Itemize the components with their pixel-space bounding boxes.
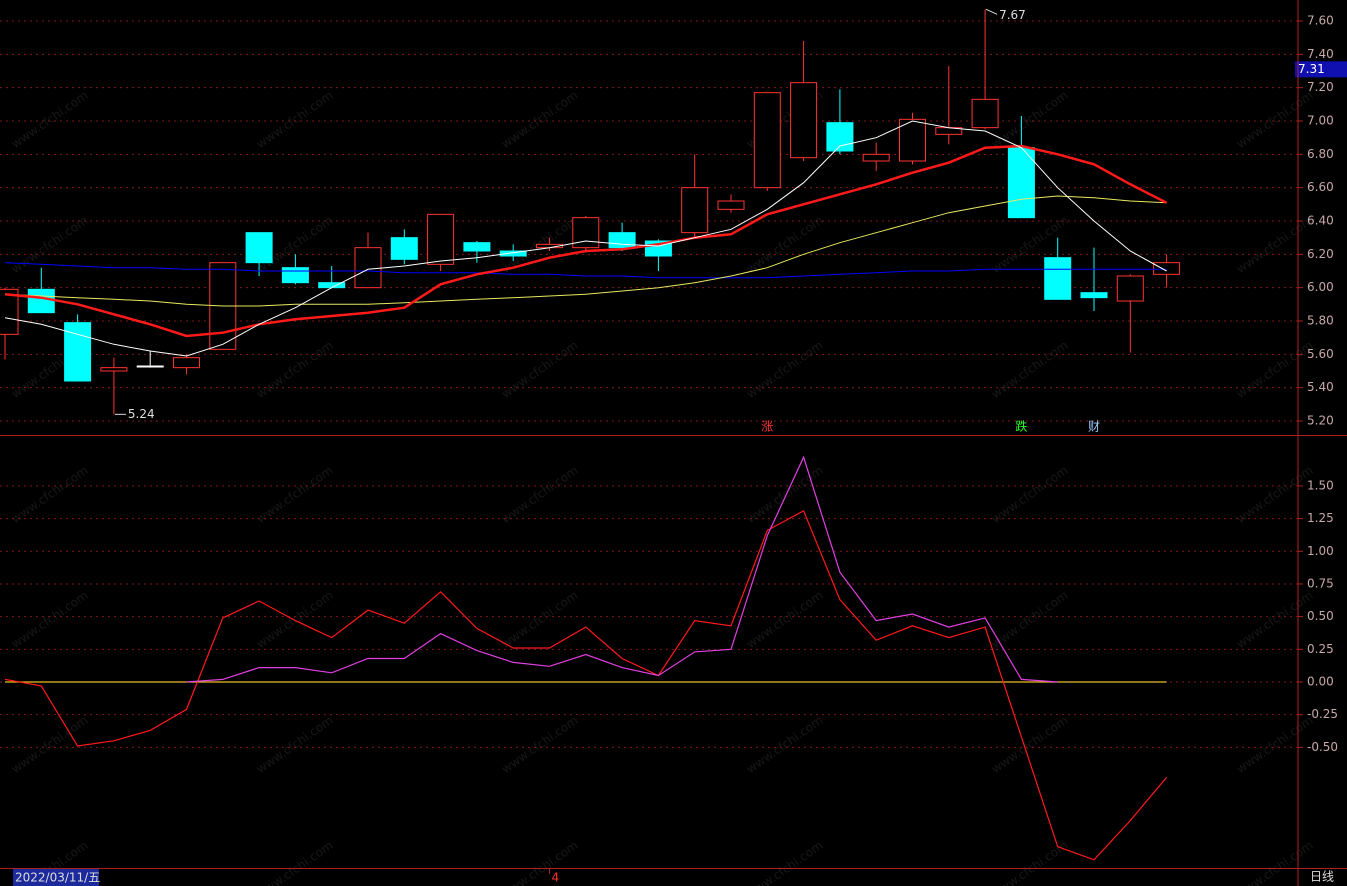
x-tick-label: 4 [552, 871, 560, 885]
series-line [186, 455, 1058, 683]
y-tick-label: 5.40 [1307, 380, 1334, 394]
candle-body [790, 82, 818, 159]
candle-body [1044, 257, 1072, 300]
y-tick-label: 0.00 [1307, 674, 1334, 688]
y-tick-label: 5.60 [1307, 347, 1334, 361]
signal-label: 财 [1088, 420, 1100, 434]
series-line [4, 120, 1167, 357]
y-tick-label: 6.40 [1307, 214, 1334, 228]
candle-body [427, 213, 455, 265]
x-tick-label: 2022/03/11/五 [15, 871, 100, 885]
candle-body [27, 288, 55, 314]
candle-body [899, 118, 926, 162]
signal-label: 跌 [1015, 419, 1027, 434]
candle-body [1116, 275, 1144, 302]
candle-body [1080, 292, 1108, 299]
last-price-label: 7.31 [1298, 62, 1325, 76]
high-label: 7.67 [999, 8, 1026, 22]
candle-body [1153, 262, 1181, 275]
date-box [13, 869, 99, 886]
y-tick-label: 6.60 [1307, 180, 1334, 194]
candle-body [717, 200, 745, 210]
candle-body [681, 187, 709, 234]
candle-body [173, 357, 200, 369]
candle-body [862, 153, 890, 162]
candle-body [463, 242, 491, 252]
candle-body [390, 237, 418, 260]
candle-body [354, 247, 382, 289]
low-label: 5.24 [128, 407, 155, 421]
candle-body [0, 288, 19, 335]
y-tick-label: 6.20 [1307, 247, 1334, 261]
candle-body [1007, 147, 1035, 219]
series-line [4, 144, 1168, 338]
y-tick-label: 5.80 [1307, 314, 1334, 328]
candle-body [753, 92, 781, 189]
y-tick-label: 7.20 [1307, 80, 1334, 94]
y-tick-label: -0.50 [1307, 740, 1338, 754]
candle-body [100, 367, 128, 372]
pointer [985, 8, 998, 15]
series-line [4, 195, 1167, 307]
y-tick-label: 6.00 [1307, 280, 1334, 294]
candle-body [499, 250, 527, 257]
y-tick-label: 7.40 [1307, 47, 1334, 61]
last-price-box [1295, 61, 1347, 78]
signal-label: 涨 [761, 419, 773, 434]
y-tick-label: 5.20 [1307, 414, 1334, 428]
series-line [4, 509, 1168, 861]
y-tick-label: 1.50 [1307, 478, 1334, 492]
candle-body [136, 365, 164, 368]
period-label: 日线 [1310, 870, 1334, 884]
candle-body [245, 232, 273, 264]
y-tick-label: -0.25 [1307, 707, 1338, 721]
y-tick-label: 0.75 [1307, 576, 1334, 590]
candle-body [281, 267, 309, 284]
candle-body [608, 232, 636, 249]
candle-body [971, 98, 999, 129]
y-tick-label: 0.50 [1307, 609, 1334, 623]
y-tick-label: 1.00 [1307, 544, 1334, 558]
y-tick-label: 7.00 [1307, 114, 1334, 128]
plot: 5.20 5.40 5.60 5.80 6.00 6.20 6.40 6.60 6.80 7.00… [0, 8, 1347, 886]
candle-body [826, 122, 854, 152]
y-tick-label: 1.25 [1307, 511, 1334, 525]
y-tick-label: 0.25 [1307, 642, 1334, 656]
y-tick-label: 7.60 [1307, 14, 1334, 28]
series-line [4, 262, 1167, 279]
y-tick-label: 6.80 [1307, 147, 1334, 161]
